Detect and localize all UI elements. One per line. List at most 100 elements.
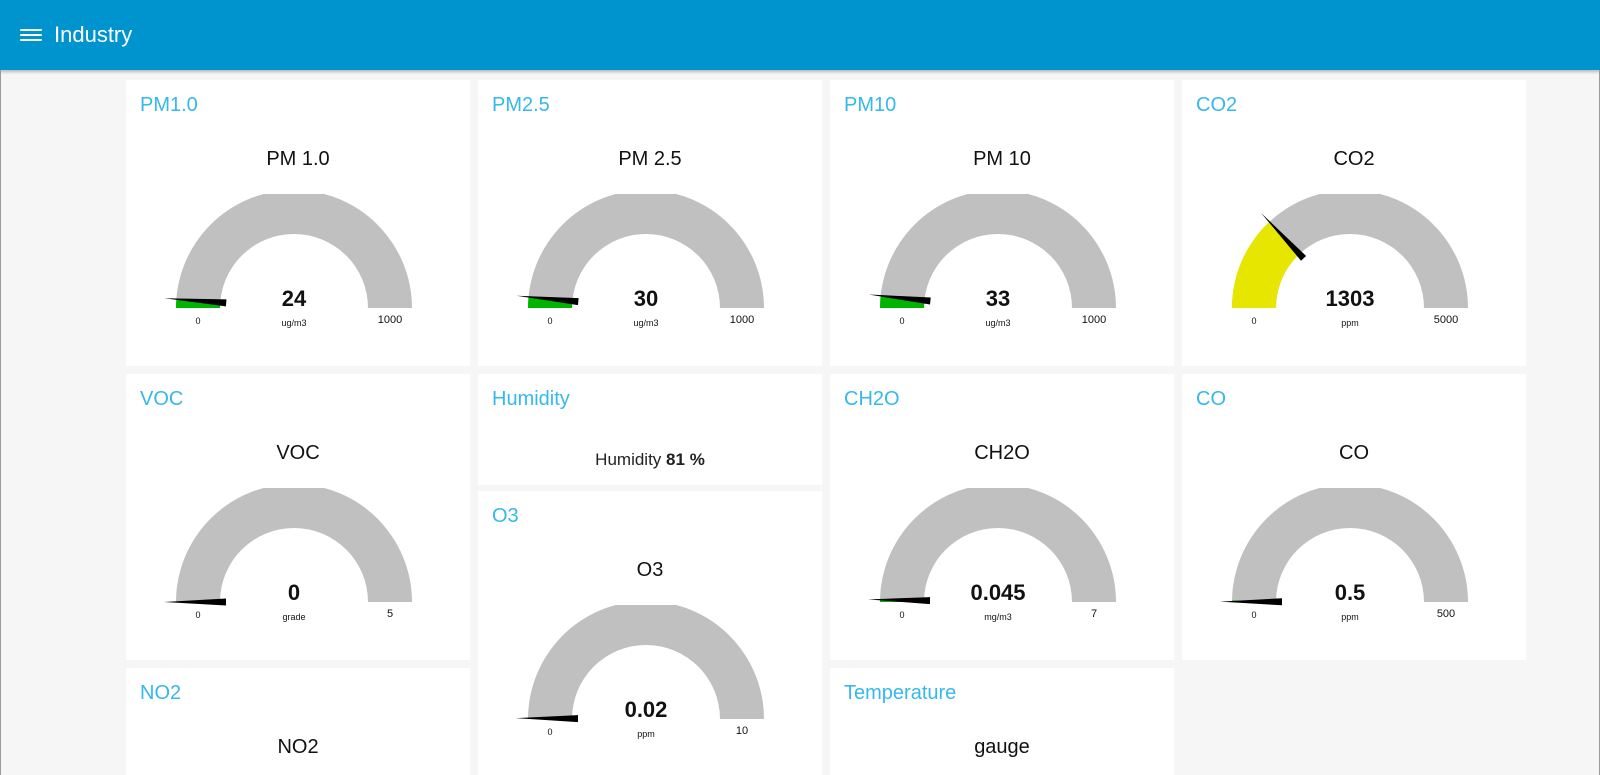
card-no2: NO2 NO2 (126, 668, 470, 775)
app-title: Industry (54, 22, 133, 47)
gauge-pm1: 24 ug/m3 0 1000 (164, 194, 412, 328)
card-ch2o: CH2O CH2O 0.045 mg/m3 0 7 (830, 374, 1174, 660)
gauge-value: 30 (634, 286, 658, 311)
card-title-humidity: Humidity (492, 388, 570, 410)
card-pm10: PM10 PM 10 33 ug/m3 0 1000 (830, 80, 1174, 366)
card-title-pm1: PM1.0 (140, 94, 198, 116)
card-humidity: Humidity Humidity 81 % (478, 374, 822, 485)
gauge-ch2o: 0.045 mg/m3 0 7 (868, 488, 1116, 622)
card-title-voc: VOC (140, 388, 184, 410)
gauge-max: 1000 (730, 314, 754, 326)
gauge-units: mg/m3 (984, 612, 1012, 622)
gauge-label-o3: O3 (636, 559, 664, 581)
gauge-track (176, 194, 412, 308)
gauge-track (176, 488, 412, 602)
gauge-label-voc: VOC (276, 442, 320, 464)
card-title-pm10: PM10 (844, 94, 897, 116)
gauge-value: 0 (288, 580, 300, 605)
gauge-max: 1000 (1082, 314, 1106, 326)
gauge-min: 0 (899, 316, 904, 326)
gauge-fill (528, 296, 573, 308)
humidity-units: % (689, 450, 705, 469)
card-voc: VOC VOC 0 grade 0 5 (126, 374, 470, 660)
gauge-voc: 0 grade 0 5 (164, 488, 412, 622)
gauge-track (528, 194, 764, 308)
gauge-label-temperature: gauge (974, 736, 1030, 758)
gauge-max: 5 (387, 608, 393, 620)
gauge-co: 0.5 ppm 0 500 (1220, 488, 1468, 622)
gauge-units: ug/m3 (633, 318, 658, 328)
gauge-units: grade (282, 612, 305, 622)
gauge-value: 33 (986, 286, 1010, 311)
gauge-value: 1303 (1326, 286, 1375, 311)
gauge-track (880, 488, 1116, 602)
card-pm25: PM2.5 PM 2.5 30 ug/m3 0 1000 (478, 80, 822, 366)
gauge-max: 500 (1437, 608, 1455, 620)
gauge-needle (868, 294, 931, 305)
gauge-label-co: CO (1339, 442, 1369, 464)
gauge-needle (868, 597, 931, 605)
card-title-ch2o: CH2O (844, 388, 900, 410)
card-title-co: CO (1196, 388, 1226, 410)
humidity-value: 81 (666, 450, 685, 469)
card-co2: CO2 CO2 1303 ppm 0 5000 (1182, 80, 1526, 366)
gauge-min: 0 (1251, 610, 1256, 620)
card-title-co2: CO2 (1196, 94, 1238, 116)
gauge-value: 0.02 (625, 697, 668, 722)
gauge-units: ug/m3 (985, 318, 1010, 328)
gauge-needle (516, 295, 579, 306)
gauge-needle (164, 298, 227, 307)
gauge-needle (1261, 213, 1307, 261)
gauge-needle (516, 715, 579, 723)
gauge-min: 0 (547, 727, 552, 737)
gauge-min: 0 (195, 610, 200, 620)
card-co: CO CO 0.5 ppm 0 500 (1182, 374, 1526, 660)
gauge-max: 10 (736, 725, 748, 737)
gauge-label-pm25: PM 2.5 (618, 148, 682, 170)
gauge-track (528, 605, 764, 719)
frame-border-left (0, 70, 1, 775)
gauge-label-pm10: PM 10 (973, 148, 1031, 170)
card-title-temperature: Temperature (844, 682, 957, 704)
gauge-value: 0.5 (1335, 580, 1366, 605)
gauge-max: 7 (1091, 608, 1097, 620)
gauge-min: 0 (899, 610, 904, 620)
gauge-pm10: 33 ug/m3 0 1000 (868, 194, 1116, 328)
gauge-units: ppm (1341, 612, 1359, 622)
gauge-units: ppm (1341, 318, 1359, 328)
gauge-label-co2: CO2 (1333, 148, 1375, 170)
top-toolbar: Industry (0, 0, 1600, 70)
gauge-pm25: 30 ug/m3 0 1000 (516, 194, 764, 328)
gauge-track (880, 194, 1116, 308)
menu-icon[interactable] (20, 26, 42, 44)
gauge-co2: 1303 ppm 0 5000 (1232, 194, 1468, 328)
humidity-label: Humidity (595, 450, 662, 469)
gauge-units: ug/m3 (281, 318, 306, 328)
card-temperature: Temperature gauge (830, 668, 1174, 775)
gauge-fill (1232, 221, 1300, 308)
gauge-needle (1220, 598, 1283, 606)
gauge-label-no2: NO2 (277, 736, 319, 758)
gauge-track (1232, 488, 1468, 602)
card-title-pm25: PM2.5 (492, 94, 550, 116)
gauge-max: 5000 (1434, 314, 1458, 326)
gauge-label-pm1: PM 1.0 (266, 148, 330, 170)
gauge-min: 0 (1251, 316, 1256, 326)
gauge-fill (880, 295, 925, 308)
gauge-value: 0.045 (970, 580, 1025, 605)
gauge-o3: 0.02 ppm 0 10 (516, 605, 764, 739)
gauge-max: 1000 (378, 314, 402, 326)
gauge-min: 0 (547, 316, 552, 326)
gauge-units: ppm (637, 729, 655, 739)
humidity-readout: Humidity 81 % (478, 450, 822, 470)
card-o3: O3 O3 0.02 ppm 0 10 (478, 491, 822, 775)
card-title-no2: NO2 (140, 682, 182, 704)
gauge-track (1232, 194, 1468, 308)
gauge-label-ch2o: CH2O (974, 442, 1030, 464)
card-pm1: PM1.0 PM 1.0 24 ug/m3 0 1000 (126, 80, 470, 366)
card-title-o3: O3 (492, 505, 519, 527)
gauge-needle (164, 598, 226, 606)
gauge-fill (176, 299, 221, 308)
gauge-value: 24 (282, 286, 307, 311)
gauge-min: 0 (195, 316, 200, 326)
